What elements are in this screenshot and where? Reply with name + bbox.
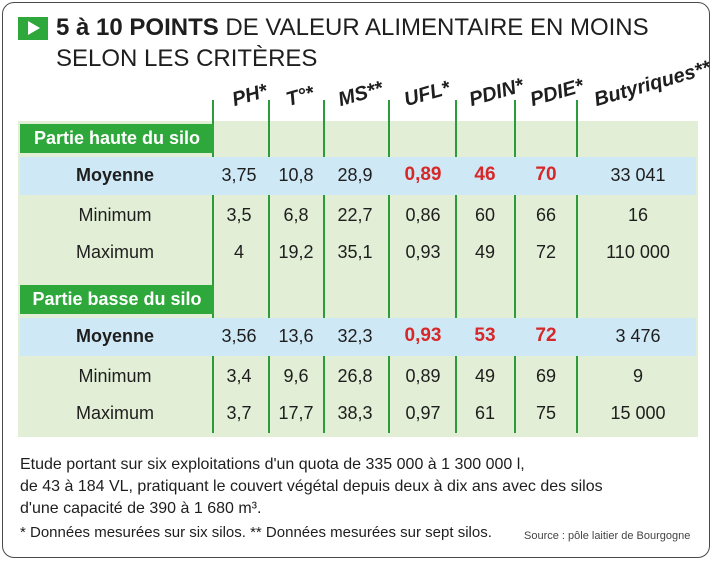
- title-bold: 5 à 10 POINTS: [56, 14, 219, 41]
- row-label: Minimum: [78, 366, 152, 386]
- table-cell: 33 041: [610, 165, 666, 185]
- table-cell: 60: [474, 205, 496, 225]
- table-cell: 3,4: [226, 366, 252, 386]
- table-cell: 0,86: [405, 205, 441, 225]
- table-cell: 28,9: [337, 165, 373, 185]
- table-cell: 53: [474, 325, 496, 346]
- table-cell: 17,7: [278, 403, 314, 423]
- column-divider: [514, 100, 516, 433]
- study-note: Etude portant sur six exploitations d'un…: [20, 454, 603, 520]
- column-divider: [212, 100, 214, 433]
- study-note-line-1: Etude portant sur six exploitations d'un…: [20, 456, 525, 473]
- table-cell: 3,5: [226, 205, 252, 225]
- table-cell: 72: [535, 325, 557, 346]
- table-cell: 0,93: [405, 242, 441, 262]
- title-rest: DE VALEUR ALIMENTAIRE EN MOINS: [225, 14, 649, 41]
- table-cell: 15 000: [610, 403, 666, 423]
- table-cell: 61: [474, 403, 496, 423]
- table-cell: 3,56: [221, 326, 257, 346]
- study-note-line-3: d'une capacité de 390 à 1 680 m³.: [20, 500, 262, 517]
- table-cell: 69: [535, 366, 557, 386]
- play-arrow-icon: [18, 17, 48, 40]
- table-cell: 3,75: [221, 165, 257, 185]
- column-divider: [455, 100, 457, 433]
- table-cell: 110 000: [606, 242, 670, 262]
- table-cell: 72: [535, 242, 557, 262]
- row-label: Moyenne: [75, 326, 154, 346]
- table-cell: 46: [474, 164, 496, 185]
- table-cell: 9,6: [283, 366, 309, 386]
- average-row-highlight: [20, 318, 696, 356]
- row-label: Moyenne: [75, 165, 154, 185]
- table-cell: 49: [474, 242, 496, 262]
- title-line-2: SELON LES CRITÈRES: [56, 45, 318, 72]
- table-cell: 49: [474, 366, 496, 386]
- table-cell: 19,2: [278, 242, 314, 262]
- table-cell: 66: [535, 205, 557, 225]
- table-cell: 6,8: [283, 205, 309, 225]
- column-divider: [576, 100, 578, 433]
- table-cell: 13,6: [278, 326, 314, 346]
- table-cell: 3,7: [226, 403, 252, 423]
- study-note-line-2: de 43 à 184 VL, pratiquant le couvert vé…: [20, 478, 603, 495]
- table-cell: 26,8: [337, 366, 373, 386]
- footnotes: * Données mesurées sur six silos. ** Don…: [20, 524, 492, 541]
- column-divider: [388, 100, 390, 433]
- row-label: Maximum: [75, 242, 154, 262]
- table-cell: 4: [233, 242, 245, 262]
- source-credit: Source : pôle laitier de Bourgogne: [524, 530, 691, 542]
- row-label: Maximum: [75, 403, 154, 423]
- table-cell: 22,7: [337, 205, 373, 225]
- table-cell: 0,93: [404, 325, 442, 346]
- section-label: Partie haute du silo: [20, 124, 214, 153]
- table-cell: 16: [627, 205, 649, 225]
- title-line-1: 5 à 10 POINTS DE VALEUR ALIMENTAIRE EN M…: [56, 13, 649, 43]
- average-row-highlight: [20, 157, 696, 195]
- section-label: Partie basse du silo: [20, 285, 214, 314]
- column-divider: [268, 100, 270, 433]
- table-cell: 35,1: [337, 242, 373, 262]
- table-cell: 75: [535, 403, 557, 423]
- row-label: Minimum: [78, 205, 152, 225]
- column-divider: [323, 100, 325, 433]
- table-cell: 38,3: [337, 403, 373, 423]
- table-cell: 9: [632, 366, 644, 386]
- table-cell: 32,3: [337, 326, 373, 346]
- table-cell: 0,89: [405, 366, 441, 386]
- table-cell: 3 476: [615, 326, 661, 346]
- table-cell: 10,8: [278, 165, 314, 185]
- table-cell: 0,97: [405, 403, 441, 423]
- table-cell: 70: [535, 164, 557, 185]
- table-cell: 0,89: [404, 164, 442, 185]
